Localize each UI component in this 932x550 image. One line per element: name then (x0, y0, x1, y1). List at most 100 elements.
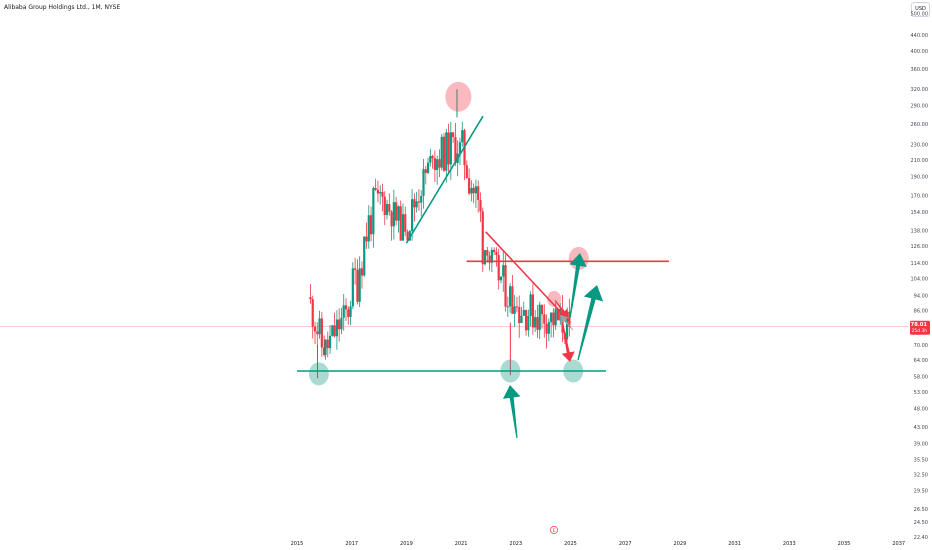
currency-label[interactable]: USD (911, 2, 930, 17)
time-tick-label: 2021 (455, 541, 468, 547)
candle-body (556, 308, 560, 321)
candle-body (522, 310, 525, 316)
candle-body (538, 304, 541, 330)
candle-body (385, 203, 389, 215)
candle-body (342, 305, 345, 318)
candle-body (379, 192, 382, 194)
candle-body (565, 311, 569, 340)
candle-body (316, 331, 319, 335)
candle-body (465, 165, 468, 179)
candle-body (442, 136, 446, 171)
candle-body (540, 304, 544, 315)
highlight-circle (308, 362, 329, 386)
candle-body (447, 132, 450, 165)
time-scale[interactable]: 2015 2017 2019 2021 2023 2025 2027 2029 2031 2033… (291, 541, 905, 547)
price-tick-label: 360.00 (911, 67, 929, 73)
price-tick-label: 190.00 (911, 175, 929, 181)
candle-body (388, 203, 391, 212)
event-marker[interactable]: E (550, 526, 558, 534)
price-tick-label: 138.00 (911, 229, 929, 235)
candle-body (344, 305, 348, 310)
candle-body (429, 156, 432, 163)
candle-body (524, 310, 528, 331)
candle-body (486, 250, 489, 256)
price-tick-label: 86.00 (914, 308, 928, 314)
candle-body (504, 265, 507, 307)
candle-body (413, 199, 416, 208)
price-tick-label: 64.00 (914, 358, 928, 364)
candle-body (313, 326, 317, 332)
candle-body (445, 132, 448, 171)
candle-body (395, 202, 398, 221)
price-tick-label: 126.00 (911, 244, 929, 250)
candle-body (410, 199, 414, 231)
falling-trendline (485, 231, 572, 324)
last-price-countdown: 25d 3h (912, 328, 928, 334)
candle-body (323, 347, 326, 355)
candle-body (497, 255, 500, 281)
candles (309, 89, 571, 379)
candle-body (515, 306, 519, 308)
candle-body (438, 159, 441, 168)
candle-body (424, 169, 427, 173)
candle-body (318, 318, 321, 335)
price-tick-label: 24.50 (914, 520, 928, 526)
candle-body (470, 187, 473, 194)
chart-title: Alibaba Group Holdings Ltd., 1M, NYSE (4, 4, 121, 11)
candle-body (335, 319, 338, 337)
event-icon (550, 526, 558, 534)
candle-body (488, 255, 491, 263)
candle-body (543, 314, 546, 324)
candle-body (376, 189, 380, 194)
candle-body (397, 206, 400, 221)
candle-body (436, 159, 439, 170)
up-arrow (577, 285, 604, 361)
highlight-circle (445, 81, 472, 112)
time-tick-label: 2025 (564, 541, 577, 547)
candle-body (372, 188, 375, 235)
candle-body (392, 202, 395, 227)
price-tick-label: 290.00 (911, 103, 929, 109)
time-tick-label: 2027 (619, 541, 632, 547)
time-tick-label: 2031 (728, 541, 741, 547)
candle-body (529, 294, 532, 316)
price-tick-label: 320.00 (911, 87, 929, 93)
last-price-badge (910, 320, 930, 335)
candle-body (477, 186, 480, 200)
candle-body (333, 325, 336, 337)
candle-body (458, 142, 462, 154)
candle-body (483, 250, 487, 265)
candle-body (527, 315, 530, 331)
candle-body (454, 136, 457, 163)
price-tick-label: 154.00 (911, 210, 929, 216)
candle-body (349, 306, 352, 317)
candle-body (408, 230, 411, 241)
price-scale[interactable]: 500.00 440.00 400.00 360.00 320.00 290.00 260.… (911, 12, 929, 542)
candle-body (383, 196, 386, 215)
event-letter: E (553, 528, 556, 534)
candle-body (326, 339, 329, 349)
candle-body (472, 187, 475, 194)
time-tick-label: 2023 (509, 541, 522, 547)
candle-body (415, 201, 418, 208)
candle-body (356, 269, 359, 302)
candle-body (338, 319, 341, 330)
time-tick-label: 2033 (783, 541, 796, 547)
candle-body (340, 317, 343, 330)
highlight-circle (563, 359, 584, 383)
candle-body (426, 162, 430, 173)
price-tick-label: 94.00 (914, 293, 928, 299)
price-tick-label: 22.40 (914, 535, 928, 541)
price-tick-label: 53.00 (914, 390, 928, 396)
candle-body (449, 132, 452, 165)
candle-body (399, 206, 402, 241)
candle-body (406, 231, 409, 241)
candle-body (461, 130, 464, 143)
candle-body (367, 215, 370, 242)
candle-body (328, 335, 332, 349)
candle-body (374, 188, 377, 190)
price-tick-label: 230.00 (911, 142, 929, 148)
candle-body (493, 249, 496, 252)
